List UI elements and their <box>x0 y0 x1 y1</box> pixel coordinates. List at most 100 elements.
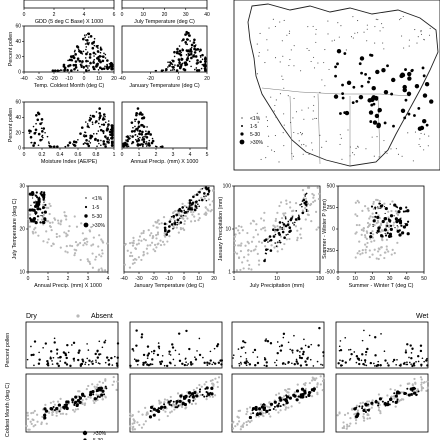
bottom-pollen-point <box>355 355 359 358</box>
bottom-cold-point-black <box>148 415 153 419</box>
bottom-cold-point-gray <box>420 389 423 392</box>
point <box>85 121 87 123</box>
bottom-cold-point-black <box>58 410 61 413</box>
point <box>45 230 48 233</box>
point <box>189 48 193 51</box>
point <box>178 49 182 53</box>
point <box>89 61 92 64</box>
bottom-cold-point-black <box>74 400 78 404</box>
point <box>167 230 170 233</box>
bottom-pollen-point <box>96 349 99 353</box>
point <box>283 214 286 217</box>
point <box>378 207 380 209</box>
y-tick-label: 30 <box>19 184 25 190</box>
point <box>296 236 299 239</box>
bottom-cold-point-black <box>375 399 378 402</box>
bottom-pollen-point <box>321 364 324 366</box>
bottom-pollen-point <box>136 363 139 366</box>
bottom-cold-point-black <box>367 409 370 412</box>
point <box>85 52 88 56</box>
point <box>239 249 243 253</box>
bottom-pollen-point <box>168 350 171 353</box>
point <box>48 202 51 205</box>
bottom-cold-point-gray <box>266 405 269 408</box>
bottom-cold-point-black <box>74 395 78 399</box>
point <box>310 219 313 223</box>
point <box>105 128 109 132</box>
bottom-cold-point-black <box>205 395 208 398</box>
map-site <box>315 117 318 119</box>
bottom-pollen-point <box>395 363 397 366</box>
bottom-pollen-point <box>46 363 48 366</box>
bottom-cold-point-black <box>355 414 359 418</box>
bottom-legend: >30% 5-30 <box>82 430 106 440</box>
bottom-cold-point-gray <box>158 402 161 405</box>
point <box>356 214 359 218</box>
point <box>175 69 179 72</box>
bottom-cold-point-gray <box>32 425 35 428</box>
point <box>101 252 104 255</box>
bottom-cold-point-black <box>361 407 364 410</box>
point <box>146 244 149 247</box>
point <box>142 116 146 120</box>
point <box>387 225 391 229</box>
point <box>264 245 267 248</box>
point <box>311 192 314 196</box>
point <box>84 36 86 38</box>
bottom-pollen-point <box>309 358 312 361</box>
map-site <box>257 121 259 123</box>
point <box>285 199 288 202</box>
bottom-cold-point-gray <box>316 382 319 385</box>
map-site <box>349 155 351 157</box>
bottom-cold-point-black <box>269 408 272 411</box>
bottom-pollen-point <box>317 344 320 347</box>
bottom-pollen-point <box>132 350 135 352</box>
bottom-pollen-point <box>369 361 373 365</box>
bottom-pollen-point <box>410 363 412 365</box>
point <box>364 243 367 246</box>
point <box>88 230 92 233</box>
point <box>37 234 40 237</box>
point <box>364 248 367 251</box>
bottom-cold-point-black <box>64 405 68 409</box>
point <box>32 144 35 147</box>
map-site <box>334 65 337 69</box>
bottom-pollen-point <box>244 352 247 354</box>
point <box>172 227 174 230</box>
point <box>90 225 93 229</box>
bottom-pollen-point <box>409 344 412 347</box>
bottom-cold-point-black <box>256 413 259 416</box>
bottom-pollen-point <box>373 365 376 367</box>
bottom-pollen-point <box>78 349 81 352</box>
y-tick-label: 20 <box>19 227 25 233</box>
point <box>400 224 403 227</box>
map-site <box>366 28 368 30</box>
point <box>404 210 407 213</box>
bottom-cold-point-gray <box>146 412 149 415</box>
bottom-cold-point-black <box>273 405 276 408</box>
point <box>92 115 96 118</box>
x-tick-label: 0 <box>121 152 124 158</box>
bottom-pollen-point <box>245 358 248 360</box>
x-tick-label: -30 <box>35 76 42 82</box>
point <box>34 128 38 132</box>
bottom-pollen-point <box>213 362 217 365</box>
point <box>317 226 320 229</box>
map-site <box>365 148 367 150</box>
point <box>34 231 37 234</box>
map-site <box>259 32 261 35</box>
bottom-pollen-point <box>62 351 66 354</box>
point <box>101 269 104 272</box>
bottom-pollen-point <box>194 356 196 358</box>
point <box>191 201 195 205</box>
point <box>191 206 193 209</box>
point <box>383 217 387 221</box>
bottom-cold-point-gray <box>166 398 169 402</box>
bottom-cold-point-gray <box>173 403 176 407</box>
point <box>198 199 201 202</box>
point <box>389 221 391 223</box>
point <box>379 254 382 257</box>
point <box>280 216 284 220</box>
point <box>304 195 306 197</box>
point <box>140 239 143 242</box>
